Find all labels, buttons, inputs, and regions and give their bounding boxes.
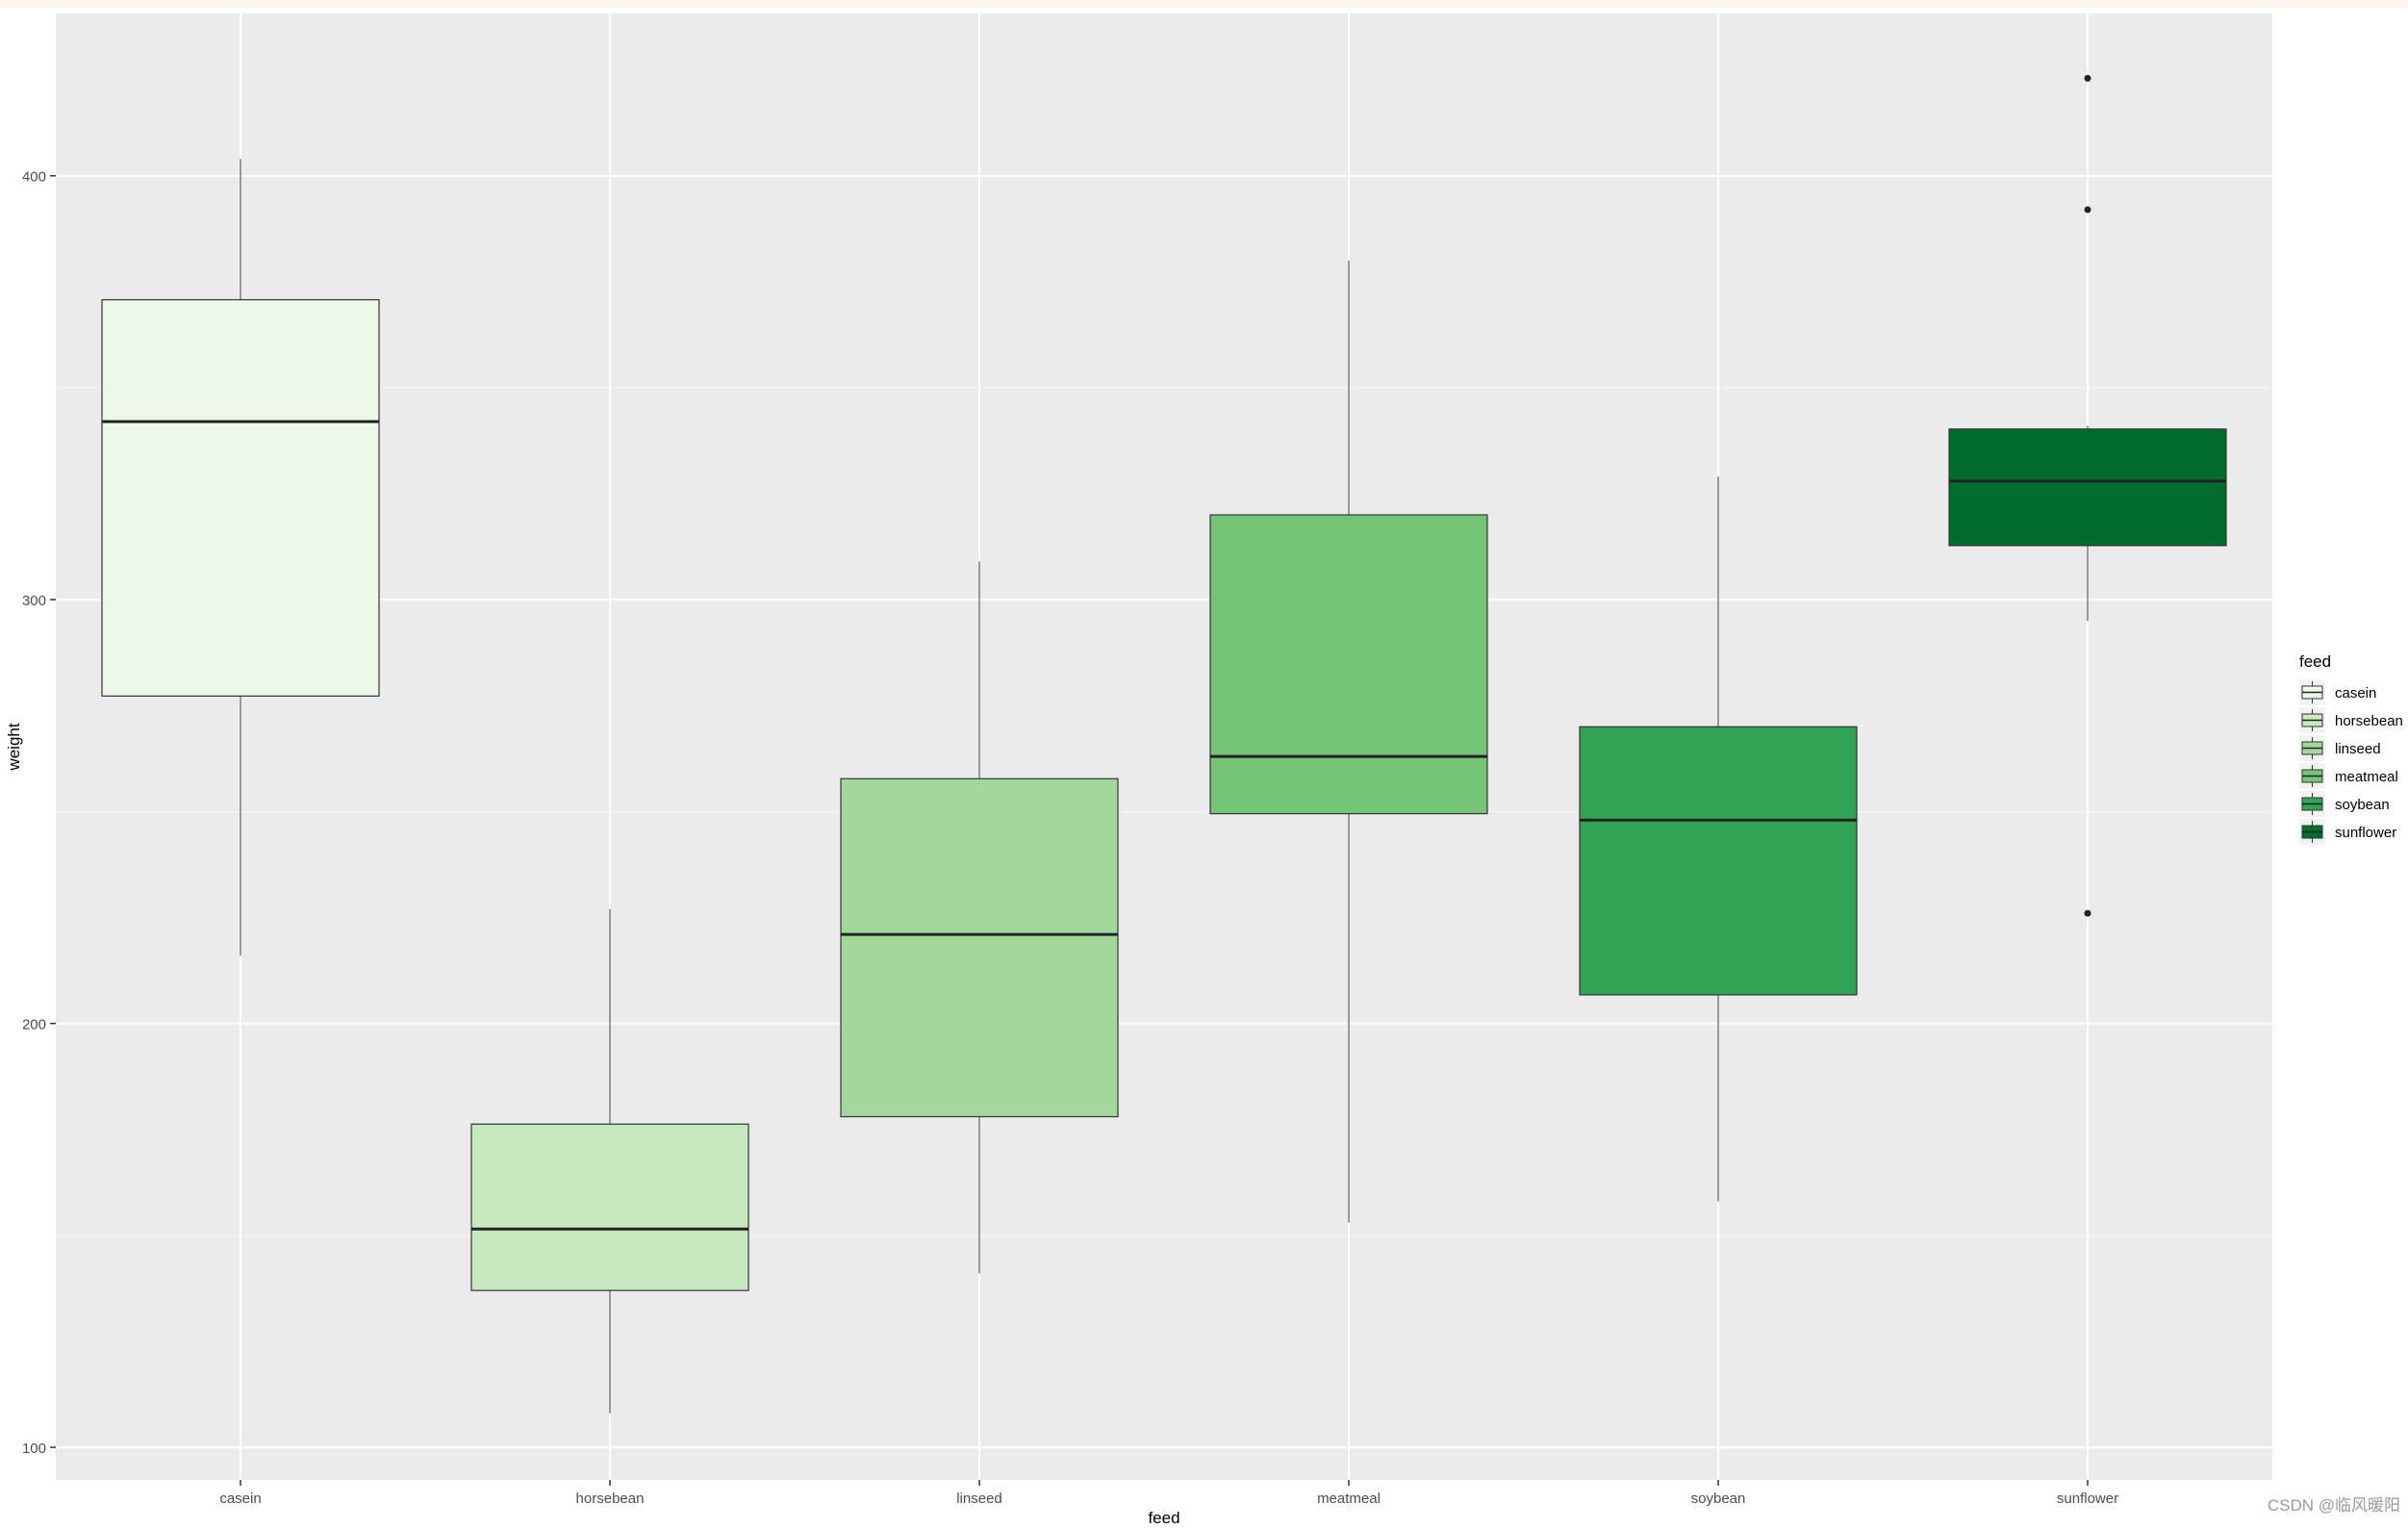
y-tick-label: 200: [22, 1017, 46, 1033]
legend-label: casein: [2335, 685, 2376, 701]
x-axis-title: feed: [1148, 1509, 1179, 1527]
y-tick-label: 300: [22, 593, 46, 609]
outlier-point: [2084, 74, 2091, 82]
box-soybean: [1579, 726, 1858, 996]
legend: feed casein horsebean linseed meatmeal soybe…: [2299, 652, 2403, 845]
outlier-point: [2084, 909, 2091, 917]
x-tick-label: horsebean: [576, 1491, 645, 1507]
legend-label: horsebean: [2335, 713, 2403, 729]
plot-panel-background: [56, 13, 2272, 1480]
x-tick-label: meatmeal: [1317, 1491, 1381, 1507]
box-sunflower: [1948, 428, 2227, 547]
legend-label: meatmeal: [2335, 769, 2398, 785]
grid-minor: [56, 387, 2272, 1236]
y-axis-title: weight: [5, 723, 23, 771]
box-horsebean: [470, 1123, 749, 1291]
x-tick-label: sunflower: [2057, 1491, 2118, 1507]
x-tick-label: soybean: [1691, 1491, 1746, 1507]
x-tick-label: casein: [219, 1491, 261, 1507]
box-meatmeal: [1209, 514, 1488, 815]
outlier-point: [2084, 206, 2091, 214]
y-tick-label: 100: [22, 1440, 46, 1457]
legend-label: soybean: [2335, 797, 2390, 813]
x-axis: casein horsebean linseed meatmeal soybean sun…: [219, 1480, 2118, 1507]
box-linseed: [840, 777, 1119, 1118]
legend-label: sunflower: [2335, 825, 2396, 841]
y-axis: 100 200 300 400: [22, 169, 56, 1457]
x-tick-label: linseed: [956, 1491, 1002, 1507]
y-tick-label: 400: [22, 169, 46, 186]
top-border-strip: [0, 0, 2408, 8]
box-casein: [101, 298, 380, 697]
legend-title: feed: [2299, 652, 2331, 671]
watermark: CSDN @临风暖阳: [2267, 1496, 2400, 1515]
legend-label: linseed: [2335, 741, 2381, 757]
boxes: [101, 74, 2227, 1414]
